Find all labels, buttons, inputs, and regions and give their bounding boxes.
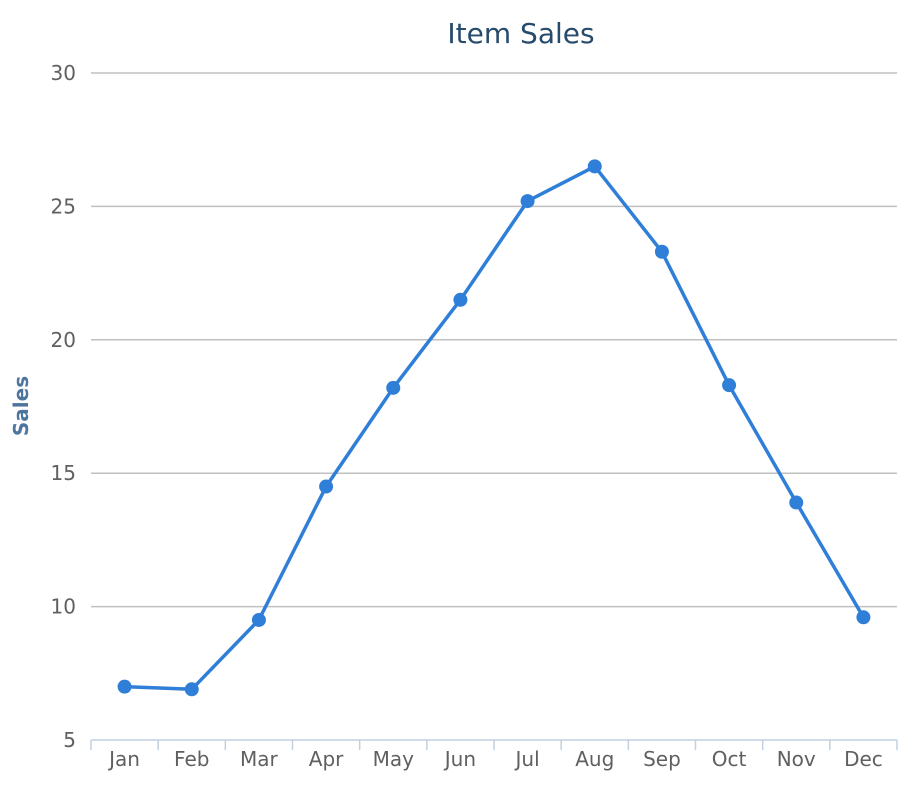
y-tick-label: 5	[63, 728, 76, 752]
x-tick-label: Jul	[514, 747, 540, 771]
y-tick-label: 10	[51, 595, 76, 619]
data-point-jun[interactable]	[453, 292, 468, 307]
data-point-mar[interactable]	[251, 612, 266, 627]
x-tick-label: May	[373, 747, 415, 771]
data-point-jan[interactable]	[117, 679, 132, 694]
x-tick-label: Apr	[309, 747, 344, 771]
gridlines	[91, 72, 897, 608]
data-point-oct[interactable]	[722, 378, 737, 393]
y-tick-label: 25	[51, 194, 76, 218]
data-point-nov[interactable]	[789, 495, 804, 510]
x-tick-label: Sep	[643, 747, 681, 771]
x-tick-label: Oct	[712, 747, 747, 771]
y-tick-label: 15	[51, 461, 76, 485]
y-tick-label: 20	[51, 328, 76, 352]
x-tick-label: Feb	[174, 747, 209, 771]
data-point-sep[interactable]	[654, 244, 669, 259]
data-point-feb[interactable]	[184, 682, 199, 697]
chart-title: Item Sales	[447, 17, 594, 50]
data-point-aug[interactable]	[587, 159, 602, 174]
x-tick-label: Jan	[107, 747, 140, 771]
data-point-apr[interactable]	[319, 479, 334, 494]
x-axis: Jan Feb Mar Apr May Jun Jul Aug Sep Oct Nov Dec	[90, 739, 898, 771]
x-tick-label: Jun	[443, 747, 476, 771]
x-tick-label: Mar	[240, 747, 279, 771]
y-axis-ticks: 5 10 15 20 25 30	[51, 61, 76, 752]
y-tick-label: 30	[51, 61, 76, 85]
x-tick-label: Aug	[575, 747, 614, 771]
series-group	[117, 159, 871, 697]
data-point-may[interactable]	[386, 380, 401, 395]
data-point-dec[interactable]	[856, 610, 871, 625]
x-tick-label: Nov	[777, 747, 816, 771]
data-point-jul[interactable]	[520, 194, 535, 209]
x-tick-label: Dec	[844, 747, 883, 771]
series-line	[122, 164, 866, 692]
y-axis-label: Sales	[9, 376, 33, 436]
